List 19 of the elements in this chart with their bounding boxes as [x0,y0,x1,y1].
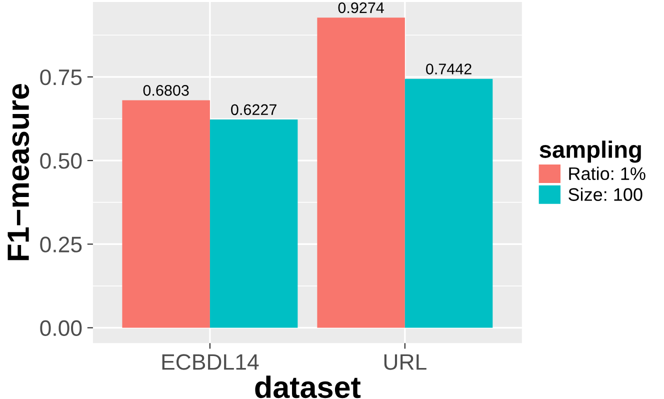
data-label: 0.6803 [143,84,189,96]
data-label: 0.6227 [231,104,276,116]
bar [210,119,298,328]
x-axis-title: dataset [255,376,361,398]
y-tick-label: 0.75 [40,69,82,86]
data-label: 0.7442 [426,64,472,74]
bar [122,100,210,328]
legend-label: Size: 100 [568,188,642,201]
legend-label: Ratio: 1% [569,166,646,180]
y-tick-label: 0.50 [40,153,82,169]
bar [404,78,493,328]
y-tick-label: 0.25 [40,236,82,252]
y-tick-label: 0.00 [40,320,82,336]
x-tick-label: URL [384,354,426,370]
x-tick-label: ECBDL14 [162,354,259,370]
data-label: 0.9274 [338,2,384,14]
y-axis-title: F1−measure [8,84,30,260]
bar [317,18,405,328]
legend-title: sampling [540,140,641,163]
